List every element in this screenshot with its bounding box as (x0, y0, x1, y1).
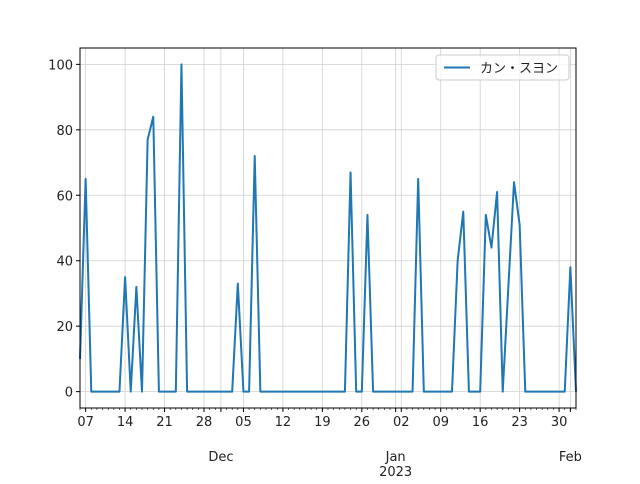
y-tick-label: 20 (56, 320, 73, 335)
x-tick-label: 21 (156, 415, 173, 430)
x-month-label: Feb (559, 450, 582, 465)
x-tick-label: 30 (551, 415, 568, 430)
y-tick-label: 0 (65, 386, 73, 401)
y-tick-label: 100 (48, 58, 73, 73)
x-tick-label: 07 (77, 415, 94, 430)
x-tick-label: 12 (275, 415, 292, 430)
x-tick-label: 23 (511, 415, 528, 430)
x-tick-label: 09 (432, 415, 449, 430)
data-line (79, 63, 577, 393)
y-tick-label: 80 (56, 124, 73, 139)
axes: 0 20 40 60 80 100 07 14 21 28 05 12 19 26 02 09 16 23 30 De… (48, 54, 582, 480)
grid (80, 48, 576, 408)
y-tick-label: 40 (56, 255, 73, 270)
x-tick-label: 28 (196, 415, 213, 430)
x-month-label: Jan 2023 (379, 450, 412, 480)
x-tick-label: 26 (354, 415, 371, 430)
x-month-label: Dec (208, 450, 233, 465)
x-tick-label: 05 (235, 415, 252, 430)
y-tick-label: 60 (56, 189, 73, 204)
x-tick-label: 16 (472, 415, 489, 430)
plot (79, 63, 577, 393)
x-tick-label: 02 (393, 415, 410, 430)
legend-label: カン・スヨン (480, 62, 558, 77)
legend-box (435, 54, 570, 81)
x-tick-label: 14 (117, 415, 134, 430)
x-tick-label: 19 (314, 415, 331, 430)
